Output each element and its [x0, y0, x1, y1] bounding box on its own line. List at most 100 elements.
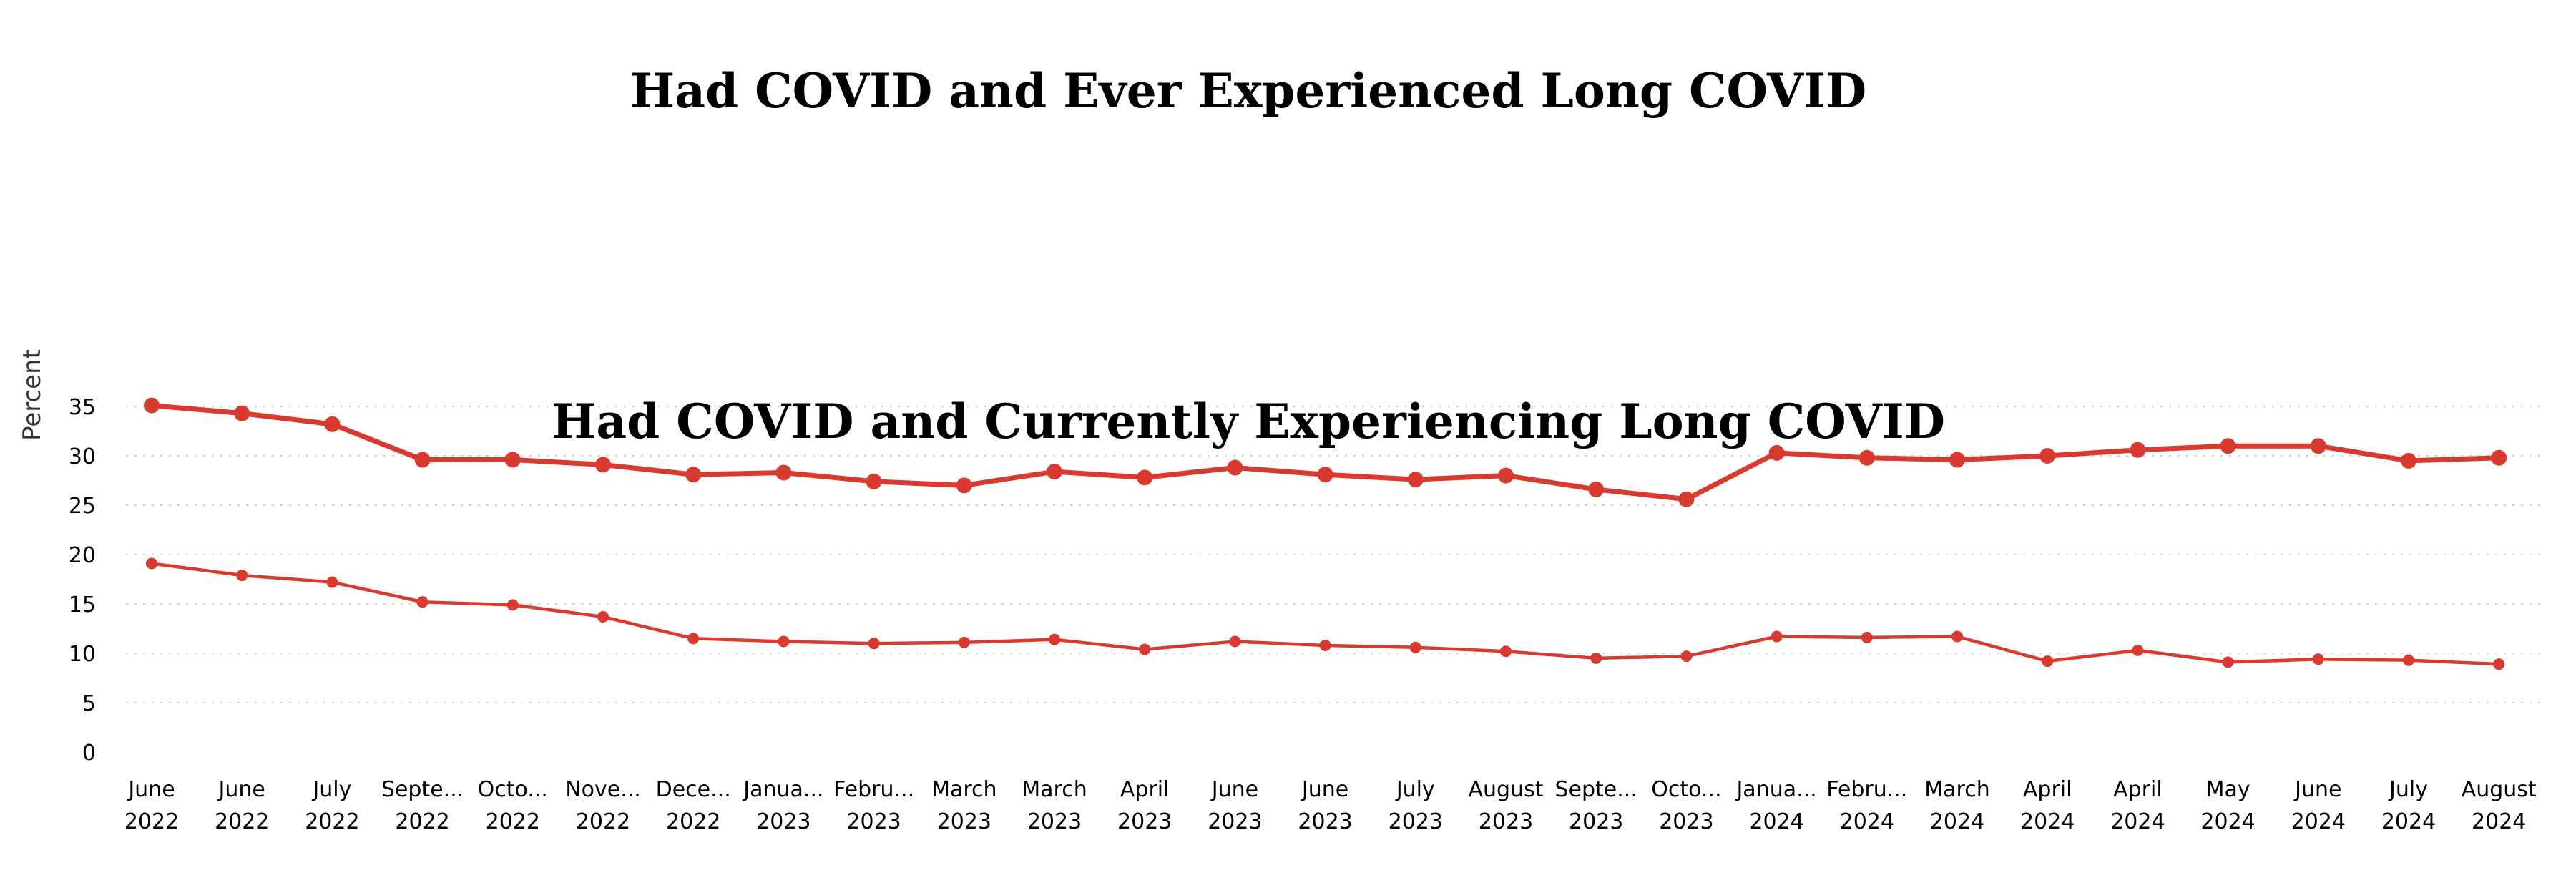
x-tick-year: 2023 [1389, 809, 1443, 834]
x-tick-label: Janua... [1735, 777, 1816, 802]
series-title-current: Had COVID and Currently Experiencing Lon… [552, 394, 1945, 449]
series-lines [144, 397, 2507, 670]
x-tick-year: 2022 [666, 809, 720, 834]
data-point [958, 636, 970, 648]
x-tick-year: 2024 [2110, 809, 2165, 834]
data-point [595, 457, 611, 473]
x-tick-year: 2023 [846, 809, 901, 834]
series-1 [146, 557, 2505, 670]
data-point [2042, 655, 2054, 668]
data-point [2403, 654, 2414, 666]
x-tick-year: 2023 [937, 809, 991, 834]
x-tick-year: 2022 [305, 809, 359, 834]
x-tick-year: 2024 [1930, 809, 1984, 834]
data-point [687, 633, 700, 645]
x-tick-year: 2022 [576, 809, 630, 834]
data-point [1588, 481, 1605, 497]
x-tick-label: July [1395, 777, 1435, 802]
x-tick-year: 2023 [756, 809, 810, 834]
data-point [1949, 452, 1965, 468]
x-tick-label: April [1120, 777, 1170, 802]
x-tick-label: Nove... [565, 777, 641, 802]
data-point [2130, 442, 2146, 458]
x-tick-label: August [2462, 777, 2537, 802]
x-tick-label: June [2293, 777, 2341, 802]
data-point [2132, 644, 2144, 656]
data-point [1407, 472, 1424, 488]
x-tick-label: April [2023, 777, 2072, 802]
x-tick-label: April [2113, 777, 2163, 802]
data-point [1861, 631, 1873, 643]
x-axis-ticks: June 2022 June 2022 July 2022 Septe... 2022 Octo… [124, 777, 2537, 834]
x-tick-label: March [1022, 777, 1087, 802]
series-title-ever: Had COVID and Ever Experienced Long COVI… [630, 63, 1866, 119]
x-tick-year: 2022 [486, 809, 540, 834]
data-point [956, 477, 972, 494]
x-tick-year: 2024 [2200, 809, 2255, 834]
data-point [685, 467, 702, 483]
data-point [1678, 491, 1695, 507]
x-tick-year: 2023 [1208, 809, 1262, 834]
data-point [506, 599, 519, 611]
data-point [1858, 449, 1875, 466]
x-tick-year: 2022 [395, 809, 449, 834]
x-tick-label: Octo... [1651, 777, 1721, 802]
data-point [1049, 633, 1060, 645]
data-point [2401, 452, 2416, 469]
y-axis-label: Percent [18, 349, 46, 441]
data-point [2310, 438, 2326, 454]
data-point [775, 464, 792, 481]
data-point [2222, 656, 2234, 668]
x-tick-label: August [1469, 777, 1544, 802]
x-tick-year: 2022 [215, 809, 269, 834]
x-tick-label: July [311, 777, 351, 802]
data-point [1229, 635, 1241, 648]
data-point [1409, 641, 1421, 653]
data-point [1771, 630, 1783, 643]
data-point [144, 397, 160, 414]
data-point [868, 638, 880, 650]
data-point [416, 596, 428, 608]
data-point [1319, 639, 1331, 651]
x-tick-year: 2023 [1659, 809, 1713, 834]
data-point [1951, 630, 1963, 643]
data-point [326, 576, 338, 588]
y-tick-label: 5 [82, 691, 96, 716]
data-point [2493, 658, 2505, 670]
y-tick-label: 15 [69, 592, 96, 618]
data-point [778, 635, 790, 648]
x-tick-year: 2023 [1569, 809, 1623, 834]
y-tick-label: 0 [82, 741, 96, 766]
x-tick-label: Febru... [1826, 777, 1907, 802]
x-tick-year: 2024 [2381, 809, 2436, 834]
data-point [1500, 645, 1512, 658]
x-tick-year: 2024 [2472, 809, 2526, 834]
data-point [1498, 467, 1514, 484]
y-tick-label: 20 [69, 543, 96, 568]
x-tick-label: March [1924, 777, 1989, 802]
y-tick-label: 30 [69, 444, 96, 469]
data-point [234, 405, 250, 421]
data-point [324, 416, 341, 432]
y-axis-ticks: 0 5 10 15 20 25 30 35 [69, 395, 96, 766]
data-point [2220, 438, 2236, 454]
data-point [414, 452, 431, 468]
data-point [1137, 469, 1153, 486]
x-tick-year: 2023 [1027, 809, 1082, 834]
x-tick-label: May [2206, 777, 2251, 802]
data-point [1047, 464, 1062, 480]
series-0 [144, 397, 2507, 507]
x-tick-label: Septe... [1555, 777, 1637, 802]
data-point [597, 610, 609, 623]
data-point [1590, 652, 1602, 664]
data-point [146, 557, 157, 570]
x-tick-year: 2023 [1298, 809, 1352, 834]
data-point [866, 473, 882, 489]
x-tick-label: Dece... [656, 777, 731, 802]
x-tick-label: March [931, 777, 996, 802]
data-point [1139, 643, 1151, 655]
x-tick-label: June [127, 777, 175, 802]
data-point [1317, 467, 1333, 483]
x-tick-label: July [2388, 777, 2428, 802]
x-tick-label: Janua... [742, 777, 823, 802]
